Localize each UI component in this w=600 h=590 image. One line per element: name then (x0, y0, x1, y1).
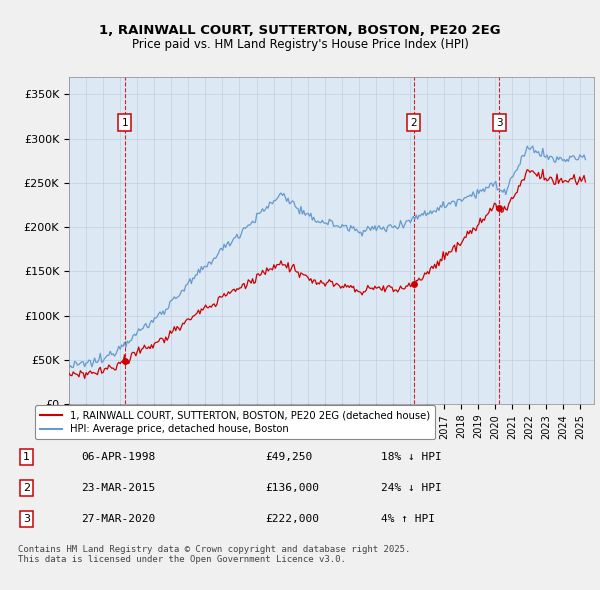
Text: 1: 1 (121, 117, 128, 127)
Text: 2: 2 (410, 117, 417, 127)
Text: 23-MAR-2015: 23-MAR-2015 (81, 483, 155, 493)
Text: 4% ↑ HPI: 4% ↑ HPI (380, 514, 434, 525)
Text: 2: 2 (23, 483, 30, 493)
Text: 06-APR-1998: 06-APR-1998 (81, 452, 155, 462)
Text: £222,000: £222,000 (265, 514, 319, 525)
Text: 1: 1 (23, 452, 30, 462)
Text: 27-MAR-2020: 27-MAR-2020 (81, 514, 155, 525)
Legend: 1, RAINWALL COURT, SUTTERTON, BOSTON, PE20 2EG (detached house), HPI: Average pr: 1, RAINWALL COURT, SUTTERTON, BOSTON, PE… (35, 405, 435, 440)
Text: 1, RAINWALL COURT, SUTTERTON, BOSTON, PE20 2EG: 1, RAINWALL COURT, SUTTERTON, BOSTON, PE… (99, 24, 501, 37)
Text: Contains HM Land Registry data © Crown copyright and database right 2025.
This d: Contains HM Land Registry data © Crown c… (18, 545, 410, 564)
Text: £136,000: £136,000 (265, 483, 319, 493)
Text: £49,250: £49,250 (265, 452, 313, 462)
Text: 18% ↓ HPI: 18% ↓ HPI (380, 452, 442, 462)
Text: 24% ↓ HPI: 24% ↓ HPI (380, 483, 442, 493)
Text: Price paid vs. HM Land Registry's House Price Index (HPI): Price paid vs. HM Land Registry's House … (131, 38, 469, 51)
Text: 3: 3 (496, 117, 503, 127)
Text: 3: 3 (23, 514, 30, 525)
